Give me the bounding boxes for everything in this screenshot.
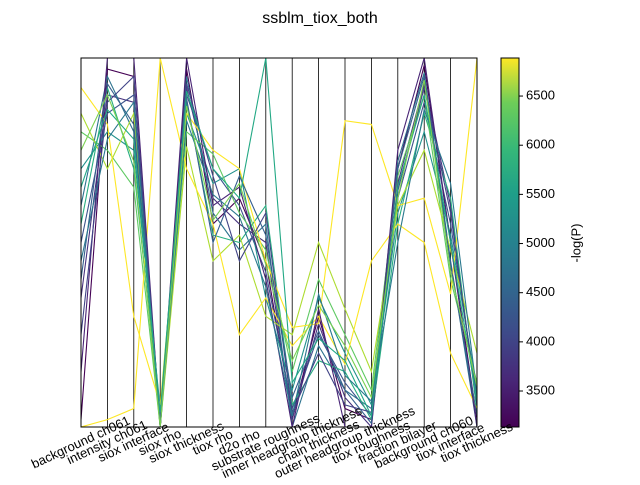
colorbar-tick-label: 4000 [526,333,555,348]
colorbar-tick-label: 5500 [526,186,555,201]
colorbar-tick-label: 4500 [526,284,555,299]
chart-title: ssblm_tiox_both [262,10,378,27]
colorbar-tick-label: 3500 [526,382,555,397]
plot-frame [80,57,478,428]
colorbar-tick-label: 5000 [526,235,555,250]
colorbar-tick-label: 6500 [526,87,555,102]
data-line [81,58,477,427]
data-line [81,80,477,427]
colorbar-label: -log(P) [568,223,583,262]
data-line [81,100,477,427]
data-line [81,58,477,406]
colorbar [500,57,520,428]
data-line [81,83,477,427]
data-line [81,85,477,422]
colorbar-tick-label: 6000 [526,137,555,152]
